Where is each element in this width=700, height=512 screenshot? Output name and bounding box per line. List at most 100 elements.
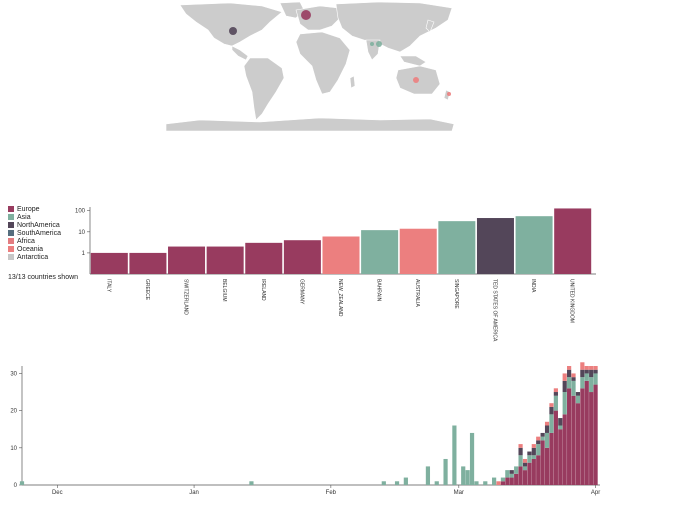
map-marker[interactable] <box>376 41 382 47</box>
stack-bar-segment[interactable] <box>425 466 431 485</box>
stack-bar-segment[interactable] <box>518 447 523 456</box>
map-marker[interactable] <box>301 10 311 20</box>
stack-bar-segment[interactable] <box>584 373 589 381</box>
stack-bar-segment[interactable] <box>553 395 558 411</box>
legend-item-oceania[interactable]: Oceania <box>8 245 61 253</box>
bar[interactable] <box>438 221 476 274</box>
stack-bar-segment[interactable] <box>580 369 585 378</box>
legend-item-africa[interactable]: Africa <box>8 237 61 245</box>
stack-bar-segment[interactable] <box>593 384 598 485</box>
stack-bar-segment[interactable] <box>544 421 550 426</box>
stack-bar-segment[interactable] <box>562 373 567 381</box>
stack-bar-segment[interactable] <box>483 481 488 485</box>
stack-bar-segment[interactable] <box>562 392 567 415</box>
stack-bar-segment[interactable] <box>540 436 545 441</box>
bar[interactable] <box>129 252 167 274</box>
map-marker[interactable] <box>229 27 237 35</box>
stack-bar-segment[interactable] <box>571 380 576 396</box>
stack-bar-segment[interactable] <box>509 477 514 485</box>
stack-bar-segment[interactable] <box>584 366 589 370</box>
stack-bar-segment[interactable] <box>518 455 523 467</box>
legend-item-europe[interactable]: Europe <box>8 205 61 213</box>
stack-bar-segment[interactable] <box>558 425 563 430</box>
bar[interactable] <box>168 246 206 274</box>
stack-bar-segment[interactable] <box>536 455 541 485</box>
bar[interactable] <box>245 242 283 274</box>
stack-bar-segment[interactable] <box>589 392 594 485</box>
stack-bar-segment[interactable] <box>518 444 523 448</box>
bar[interactable] <box>361 230 399 274</box>
stack-bar-segment[interactable] <box>492 477 497 485</box>
stack-bar-segment[interactable] <box>553 410 558 485</box>
stack-bar-segment[interactable] <box>589 366 594 370</box>
stack-bar-segment[interactable] <box>540 432 545 437</box>
stack-bar-segment[interactable] <box>593 373 598 385</box>
map-marker[interactable] <box>413 77 419 83</box>
stack-bar-segment[interactable] <box>527 462 532 485</box>
stack-bar-segment[interactable] <box>562 380 567 393</box>
bar[interactable] <box>322 236 360 274</box>
stack-bar-segment[interactable] <box>496 481 501 485</box>
stack-bar-segment[interactable] <box>518 466 523 485</box>
stack-bar-segment[interactable] <box>593 369 598 374</box>
stack-bar-segment[interactable] <box>522 466 528 471</box>
legend-item-northamerica[interactable]: NorthAmerica <box>8 221 61 229</box>
stack-bar-segment[interactable] <box>434 481 439 485</box>
stack-bar-segment[interactable] <box>19 481 25 485</box>
stack-bar-segment[interactable] <box>509 470 514 474</box>
stack-bar-segment[interactable] <box>461 466 466 485</box>
map-marker[interactable] <box>447 92 451 96</box>
stack-bar-segment[interactable] <box>531 458 536 485</box>
stack-bar-segment[interactable] <box>544 432 550 448</box>
stack-bar-segment[interactable] <box>514 473 519 485</box>
stack-bar-segment[interactable] <box>549 414 554 433</box>
stack-bar-segment[interactable] <box>509 473 514 478</box>
stack-bar-segment[interactable] <box>584 380 589 485</box>
stack-bar-segment[interactable] <box>531 455 536 459</box>
bar[interactable] <box>206 246 244 274</box>
stack-bar-segment[interactable] <box>531 447 536 456</box>
stack-bar-segment[interactable] <box>575 395 581 404</box>
stack-bar-segment[interactable] <box>584 369 589 374</box>
stack-bar-segment[interactable] <box>527 451 532 456</box>
stack-bar-segment[interactable] <box>531 444 536 448</box>
bar[interactable] <box>476 218 514 274</box>
stack-bar-segment[interactable] <box>505 477 510 485</box>
map-marker[interactable] <box>370 42 374 46</box>
stack-bar-segment[interactable] <box>553 392 558 396</box>
legend-item-asia[interactable]: Asia <box>8 213 61 221</box>
legend-item-southamerica[interactable]: SouthAmerica <box>8 229 61 237</box>
stack-bar-segment[interactable] <box>589 369 594 378</box>
stack-bar-segment[interactable] <box>593 366 598 370</box>
stack-bar-segment[interactable] <box>571 377 576 381</box>
stack-bar-segment[interactable] <box>469 432 475 485</box>
stack-bar-segment[interactable] <box>527 455 532 463</box>
stack-bar-segment[interactable] <box>544 425 550 433</box>
bar[interactable] <box>515 216 553 274</box>
stack-bar-segment[interactable] <box>544 447 550 485</box>
stack-bar-segment[interactable] <box>540 440 545 485</box>
bar[interactable] <box>399 228 437 274</box>
stack-bar-segment[interactable] <box>536 444 541 456</box>
stack-bar-segment[interactable] <box>575 403 581 485</box>
stack-bar-segment[interactable] <box>465 470 470 485</box>
stack-bar-segment[interactable] <box>522 470 528 485</box>
stack-bar-segment[interactable] <box>589 377 594 393</box>
stack-bar-segment[interactable] <box>567 369 572 378</box>
bar[interactable] <box>90 252 128 274</box>
stack-bar-segment[interactable] <box>522 462 528 467</box>
stack-bar-segment[interactable] <box>549 432 554 485</box>
stack-bar-segment[interactable] <box>580 377 585 389</box>
bar[interactable] <box>283 240 321 274</box>
stack-bar-segment[interactable] <box>567 388 572 485</box>
stack-bar-segment[interactable] <box>381 481 386 485</box>
stack-bar-segment[interactable] <box>580 362 585 370</box>
stack-bar-segment[interactable] <box>403 477 408 485</box>
stack-bar-segment[interactable] <box>536 440 541 445</box>
stack-bar-segment[interactable] <box>553 388 558 393</box>
stack-bar-segment[interactable] <box>567 366 572 370</box>
stack-bar-segment[interactable] <box>558 429 563 485</box>
stack-bar-segment[interactable] <box>394 481 400 485</box>
stack-bar-segment[interactable] <box>549 403 554 407</box>
stack-bar-segment[interactable] <box>558 418 563 426</box>
